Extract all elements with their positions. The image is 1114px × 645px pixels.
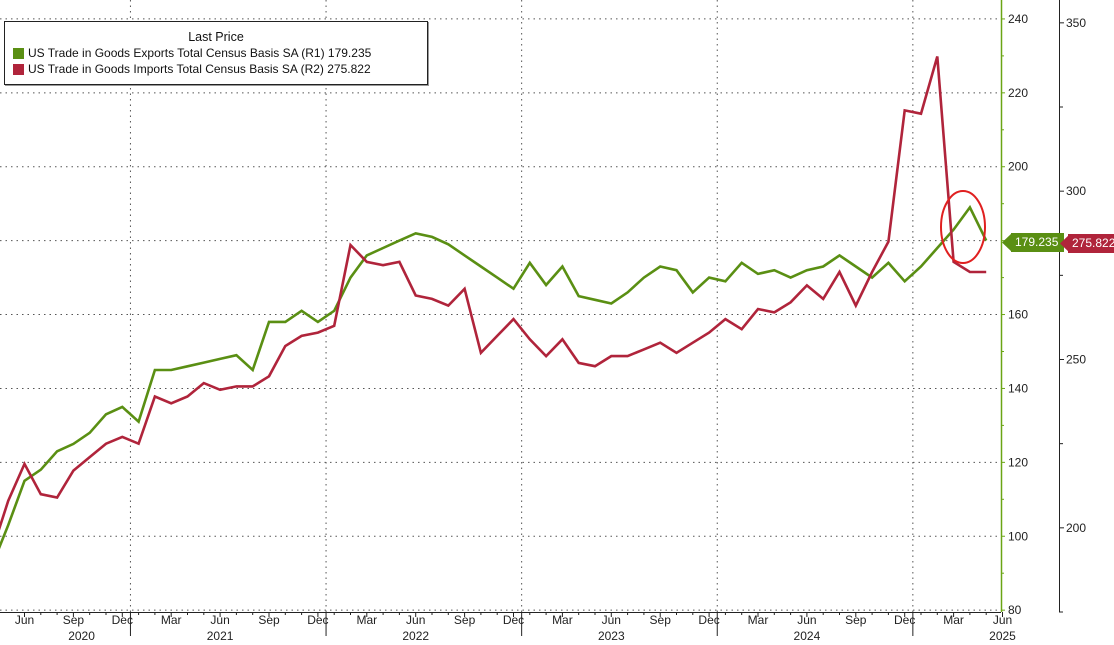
x-month-label: Sep: [454, 613, 476, 627]
series-line-imports: [0, 56, 987, 531]
x-month-label: Jun: [406, 613, 425, 627]
x-month-label: Jun: [15, 613, 34, 627]
x-year-label: 2025: [989, 629, 1016, 643]
x-month-label: Sep: [650, 613, 672, 627]
x-year-label: 2020: [68, 629, 95, 643]
r1-tick-label: 140: [1008, 381, 1028, 395]
x-month-label: Mar: [748, 613, 769, 627]
legend-label-exports: US Trade in Goods Exports Total Census B…: [28, 46, 372, 60]
r1-tick-label: 80: [1008, 603, 1022, 617]
x-year-label: 2023: [598, 629, 625, 643]
x-month-label: Sep: [63, 613, 85, 627]
x-month-label: Dec: [698, 613, 719, 627]
x-month-label: Dec: [503, 613, 524, 627]
series-lines: [0, 56, 988, 550]
legend-title: Last Price: [188, 30, 244, 44]
r2-axis-ticks: 200 250 300 350: [1059, 16, 1086, 613]
x-month-label: Dec: [112, 613, 133, 627]
x-month-label: Mar: [356, 613, 377, 627]
legend-label-imports: US Trade in Goods Imports Total Census B…: [28, 62, 371, 76]
x-month-label: Jun: [993, 613, 1012, 627]
r2-tick-label: 200: [1066, 521, 1086, 535]
legend-item-exports: US Trade in Goods Exports Total Census B…: [13, 46, 427, 60]
r2-tick-label: 350: [1066, 16, 1086, 30]
imports-tag-arrow: [1060, 234, 1070, 253]
x-month-label: Dec: [307, 613, 328, 627]
legend-item-imports: US Trade in Goods Imports Total Census B…: [13, 62, 427, 76]
x-year-label: 2022: [402, 629, 429, 643]
x-month-label: Sep: [258, 613, 280, 627]
r2-tick-label: 300: [1066, 184, 1086, 198]
x-year-label: 2024: [794, 629, 821, 643]
r1-tick-label: 220: [1008, 86, 1028, 100]
legend-swatch-exports: [13, 47, 24, 59]
x-month-label: Jun: [602, 613, 621, 627]
r1-tick-label: 240: [1008, 12, 1028, 26]
r1-tick-label: 160: [1008, 308, 1028, 322]
x-month-label: Sep: [845, 613, 867, 627]
x-year-label: 2021: [207, 629, 234, 643]
series-line-exports: [0, 204, 988, 550]
r1-axis-ticks: 80100120140160180200220240: [1001, 12, 1028, 617]
legend-swatch-imports: [13, 63, 24, 75]
x-month-label: Jun: [210, 613, 229, 627]
x-month-label: Mar: [161, 613, 182, 627]
x-axis-ticks: Jun Sep Dec Mar Jun Sep Dec Mar Jun Sep Dec Mar Jun S…: [15, 612, 1016, 643]
x-month-label: Jun: [797, 613, 816, 627]
x-month-label: Dec: [894, 613, 915, 627]
legend: Last Price US Trade in Goods Exports Tot…: [4, 21, 428, 85]
x-month-label: Mar: [552, 613, 573, 627]
x-month-label: Mar: [943, 613, 964, 627]
r1-tick-label: 100: [1008, 529, 1028, 543]
imports-last-value-tag: 275.822: [1068, 234, 1114, 253]
grid-lines: [0, 0, 1001, 612]
r1-tick-label: 200: [1008, 160, 1028, 174]
highlight-circle: [940, 190, 986, 264]
r2-tick-label: 250: [1066, 353, 1086, 367]
exports-tag-arrow: [1002, 233, 1012, 252]
exports-last-value-tag: 179.235: [1011, 233, 1065, 252]
r1-tick-label: 120: [1008, 455, 1028, 469]
